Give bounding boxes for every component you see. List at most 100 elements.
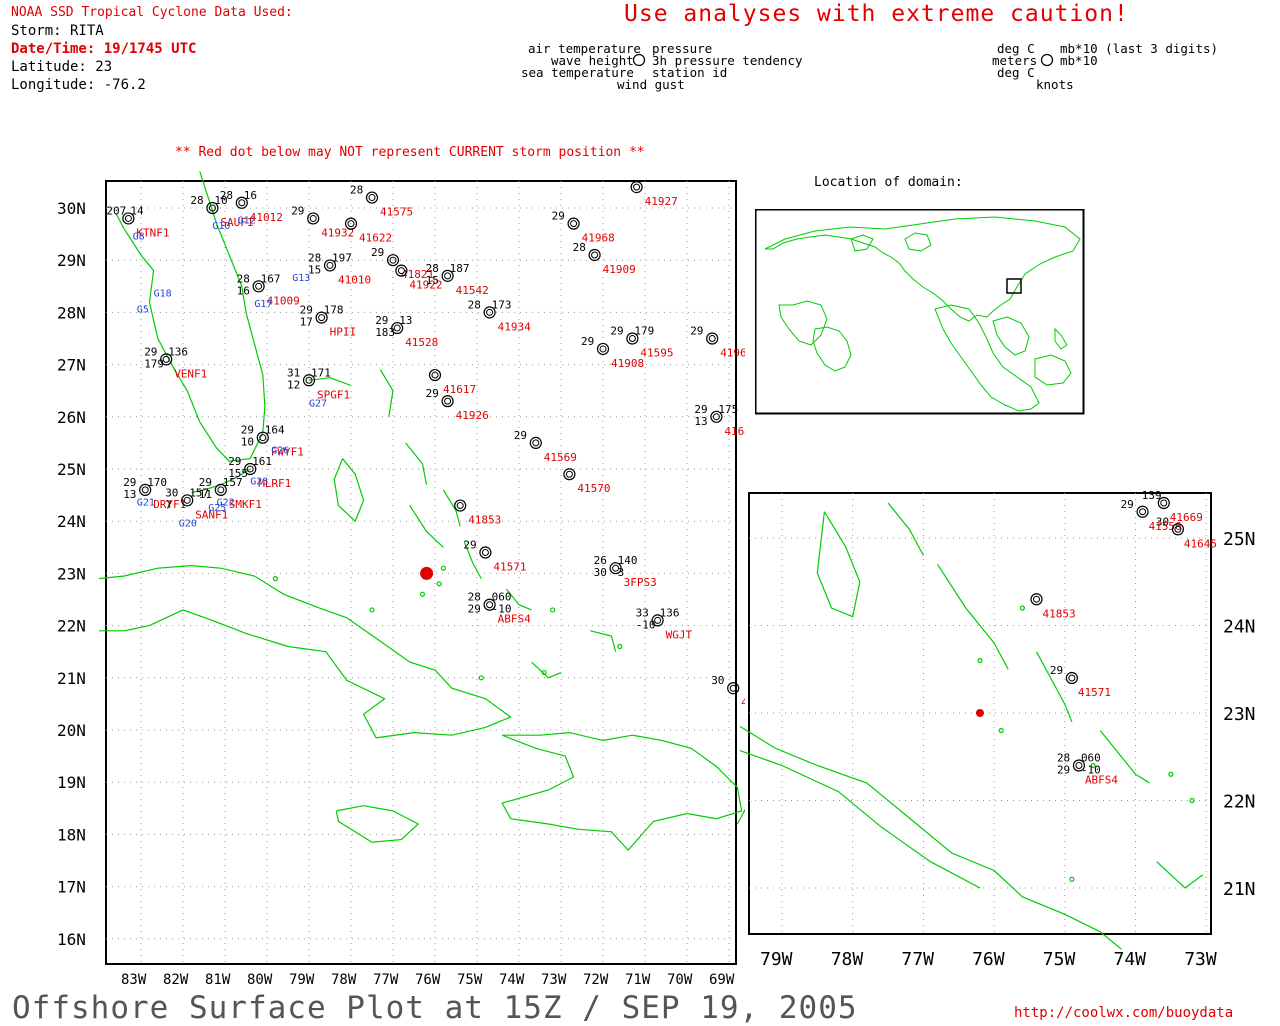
station-value: 10 <box>241 436 254 449</box>
station-value: 13 <box>694 415 707 428</box>
cay <box>419 591 425 597</box>
station-marker: KTNF1 207 14 <box>106 204 169 239</box>
coastline-segment <box>1156 861 1204 889</box>
station-id-label: DRYF1 <box>153 498 186 511</box>
station-inner-circle-icon <box>565 470 573 478</box>
station-value: 30 <box>165 486 178 499</box>
station-value: 157 <box>223 476 243 489</box>
lon-tick-label: 77W <box>373 972 399 988</box>
station-value: 28 <box>350 184 363 197</box>
station-id-label: 41645 <box>1184 537 1217 550</box>
station-circle-icon <box>563 468 576 481</box>
unit-air-temperature: deg C <box>997 41 1035 56</box>
station-marker: 41966 29 <box>690 325 745 360</box>
lat-tick-label: 24N <box>57 512 86 531</box>
station-value: 30 <box>711 674 724 687</box>
station-id-label: 41009 <box>267 294 300 307</box>
station-inner-circle-icon <box>486 601 494 609</box>
station-value: 161 <box>252 455 272 468</box>
station-marker: SANF1 30 157 7 <box>165 486 228 521</box>
lon-tick-label: 74W <box>1114 949 1147 970</box>
lat-tick-label: 20N <box>57 721 86 740</box>
station-value: 155 <box>228 467 248 480</box>
goes-label: G18 <box>154 289 172 300</box>
latitude: Latitude: 23 <box>11 59 113 75</box>
station-circle-icon <box>214 483 227 496</box>
station-circle-icon <box>727 682 740 695</box>
unit-sea-temperature: deg C <box>997 65 1035 80</box>
station-value: 136 <box>168 345 188 358</box>
station-id-label: 41643 <box>741 696 745 709</box>
longitude: Longitude: -76.2 <box>11 77 146 93</box>
lat-tick-label: 23N <box>57 564 86 583</box>
station-marker: MLRF1 29 161 155 <box>228 455 291 490</box>
station-id-label: SAUF1 <box>220 216 253 229</box>
coastline-segment <box>1035 651 1073 723</box>
goes-label: G22 <box>217 498 235 509</box>
station-marker: 41012 28 16 <box>220 189 283 224</box>
station-inner-circle-icon <box>444 397 452 405</box>
goes-label: G8 <box>133 231 145 242</box>
lon-tick-label: 75W <box>1043 949 1076 970</box>
station-id-label: 41010 <box>338 273 371 286</box>
station-marker: 41528 29 13 183 <box>375 314 438 349</box>
station-inner-circle-icon <box>1033 595 1041 603</box>
station-inner-circle-icon <box>1075 762 1083 769</box>
station-marker: SPGF1 31 171 12 <box>287 366 350 401</box>
station-id-label: 3FPS3 <box>624 576 657 589</box>
station-inner-circle-icon <box>633 183 641 191</box>
station-marker: 41932 29 <box>291 204 354 239</box>
coastline-segment <box>740 750 981 889</box>
station-marker: 41934 28 173 <box>468 298 531 333</box>
station-value: 060 <box>1081 752 1101 765</box>
goes-label: G10 <box>212 221 230 232</box>
coastline-segment <box>887 502 924 556</box>
cay <box>369 607 375 613</box>
station-marker: 41927 <box>630 181 678 208</box>
station-value: 183 <box>375 326 395 339</box>
station-circle-icon <box>252 280 265 293</box>
goes-label: G26 <box>271 445 289 456</box>
station-id-label: 41571 <box>1078 686 1111 699</box>
station-value: 29 <box>1121 498 1134 511</box>
station-inner-circle-icon <box>708 335 716 342</box>
station-inner-circle-icon <box>612 564 620 572</box>
lat-tick-label: 25N <box>57 460 86 479</box>
lon-tick-label: 76W <box>415 972 441 988</box>
goes-label: G21 <box>137 498 155 509</box>
storm-position-warning: ** Red dot below may NOT represent CURRE… <box>175 145 645 160</box>
station-marker: 41853 <box>454 499 501 527</box>
coastline-segment <box>308 377 352 387</box>
coastline-segment <box>98 564 512 739</box>
station-value: 17 <box>300 316 313 329</box>
station-marker: 41645 30 <box>1156 515 1217 550</box>
cay <box>541 669 547 676</box>
station-value: 15 <box>426 274 439 287</box>
station-value: 29 <box>291 204 304 217</box>
station-inner-circle-icon <box>393 324 401 332</box>
station-circle-icon <box>441 395 454 408</box>
station-value: 29 <box>514 429 527 442</box>
lat-tick-label: 24N <box>1223 617 1256 638</box>
station-value: 29 <box>228 455 241 468</box>
footer-url[interactable]: http://coolwx.com/buoydata <box>1014 1005 1234 1021</box>
lon-tick-label: 70W <box>667 972 693 988</box>
station-value: 12 <box>287 378 300 391</box>
cay <box>1189 797 1195 804</box>
station-value: 136 <box>660 606 680 619</box>
station-inner-circle-icon <box>255 282 263 290</box>
station-value: 29 <box>1057 764 1070 777</box>
goes-label: G17 <box>254 299 272 310</box>
station-inner-circle-icon <box>246 465 254 473</box>
station-marker: ABFS4 28 060 29 -10 <box>468 591 531 626</box>
station-marker: 41542 28 187 15 <box>426 262 489 297</box>
cay <box>1168 771 1174 777</box>
station-value: 28 <box>237 272 250 285</box>
station-value: 30 <box>1156 515 1169 528</box>
domain-box <box>1006 278 1022 294</box>
station-id-label: ABFS4 <box>1085 774 1118 787</box>
station-id-label: 41575 <box>380 206 413 219</box>
station-circle-icon <box>244 462 257 476</box>
lat-tick-label: 22N <box>1223 792 1256 813</box>
coastline-segment <box>463 541 482 579</box>
